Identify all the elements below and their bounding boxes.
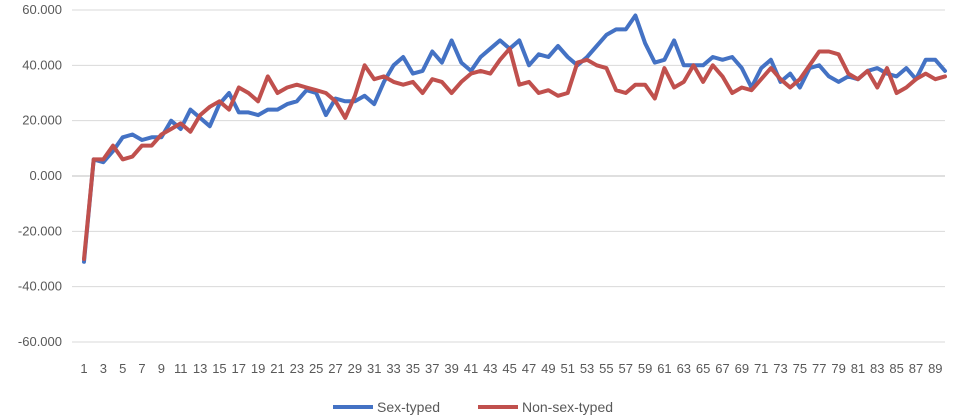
x-tick-label: 89 [928,361,942,376]
x-tick-label: 59 [638,361,652,376]
legend-item: Sex-typed [333,399,440,415]
legend-item: Non-sex-typed [478,399,613,415]
x-tick-label: 75 [793,361,807,376]
x-tick-label: 61 [657,361,671,376]
x-tick-label: 53 [580,361,594,376]
x-tick-label: 69 [735,361,749,376]
x-tick-label: 81 [851,361,865,376]
x-tick-label: 5 [119,361,126,376]
x-tick-label: 23 [290,361,304,376]
x-tick-label: 83 [870,361,884,376]
x-tick-label: 63 [677,361,691,376]
x-tick-label: 27 [328,361,342,376]
series-line-2 [82,46,947,261]
legend-label: Non-sex-typed [522,399,613,415]
x-tick-label: 21 [270,361,284,376]
y-axis-tick-labels: -60.000 -40.000 -20.000 0.000 20.000 40.000 60… [18,2,62,349]
x-tick-label: 19 [251,361,265,376]
x-tick-label: 45 [502,361,516,376]
y-tick-label: 40.000 [22,57,62,72]
x-tick-label: 37 [425,361,439,376]
x-tick-label: 3 [100,361,107,376]
x-tick-label: 73 [773,361,787,376]
series-lines [82,13,947,264]
x-axis-tick-labels: 1 3 5 7 9 11 13 15 17 19 21 23 25 27 29 31 33 35 37 39 41 43 4… [80,361,942,376]
legend-label: Sex-typed [377,399,440,415]
x-tick-label: 41 [464,361,478,376]
y-tick-label: -20.000 [18,223,62,238]
x-tick-label: 1 [80,361,87,376]
x-tick-label: 31 [367,361,381,376]
series-line-1 [82,13,947,264]
legend: Sex-typed Non-sex-typed [333,399,613,415]
x-tick-label: 85 [889,361,903,376]
x-tick-label: 15 [212,361,226,376]
x-tick-label: 17 [232,361,246,376]
y-tick-label: -40.000 [18,279,62,294]
x-tick-label: 79 [831,361,845,376]
x-tick-label: 55 [599,361,613,376]
x-tick-label: 39 [444,361,458,376]
x-tick-label: 7 [138,361,145,376]
x-tick-label: 87 [909,361,923,376]
x-tick-label: 51 [560,361,574,376]
y-tick-label: -60.000 [18,334,62,349]
x-tick-label: 47 [522,361,536,376]
x-tick-label: 35 [406,361,420,376]
x-tick-label: 9 [158,361,165,376]
x-tick-label: 43 [483,361,497,376]
y-tick-label: 0.000 [29,168,62,183]
x-tick-label: 71 [754,361,768,376]
x-tick-label: 49 [541,361,555,376]
x-tick-label: 65 [696,361,710,376]
x-tick-label: 25 [309,361,323,376]
y-tick-label: 20.000 [22,113,62,128]
x-tick-label: 77 [812,361,826,376]
x-tick-label: 57 [619,361,633,376]
x-tick-label: 11 [174,361,188,376]
y-tick-label: 60.000 [22,2,62,17]
x-tick-label: 67 [715,361,729,376]
x-tick-label: 33 [386,361,400,376]
x-tick-label: 13 [193,361,207,376]
x-tick-label: 29 [348,361,362,376]
